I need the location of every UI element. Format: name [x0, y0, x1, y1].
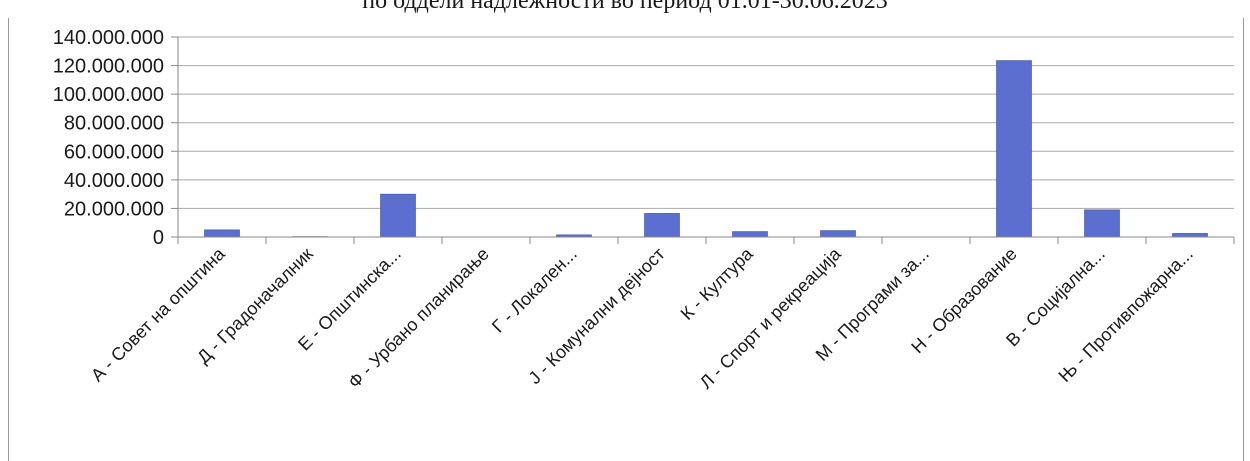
bar [380, 193, 416, 238]
y-tick-label: 80.000.000 [64, 113, 164, 135]
bar [996, 60, 1032, 238]
y-tick-label: 60.000.000 [64, 141, 164, 163]
y-tick-label: 140.000.000 [53, 27, 164, 49]
y-tick-label: 0 [153, 227, 164, 249]
chart-frame [8, 18, 1244, 461]
y-axis: 0 20.000.000 40.000.000 60.000.000 80.000.00… [53, 27, 179, 249]
bar [1084, 209, 1120, 238]
gridlines [178, 36, 1234, 238]
y-tick-label: 40.000.000 [64, 170, 164, 192]
chart-title: по оддели надлежности во период 01.01-30… [362, 0, 888, 14]
bar [820, 230, 856, 238]
x-tick-label: Ф - Урбано планирање [344, 244, 493, 393]
y-tick-label: 120.000.000 [53, 56, 164, 78]
bar [732, 231, 768, 238]
y-tick-label: 100.000.000 [53, 84, 164, 106]
x-tick-label: Л - Спорт и рекреација [696, 243, 846, 393]
x-tick-label: К - Култура [677, 243, 758, 324]
x-tick-label: Г - Локален... [488, 244, 581, 337]
bars [204, 60, 1208, 238]
y-tick-label: 20.000.000 [64, 198, 164, 220]
bar [644, 213, 680, 238]
bar [1172, 233, 1208, 238]
bar [204, 229, 240, 238]
